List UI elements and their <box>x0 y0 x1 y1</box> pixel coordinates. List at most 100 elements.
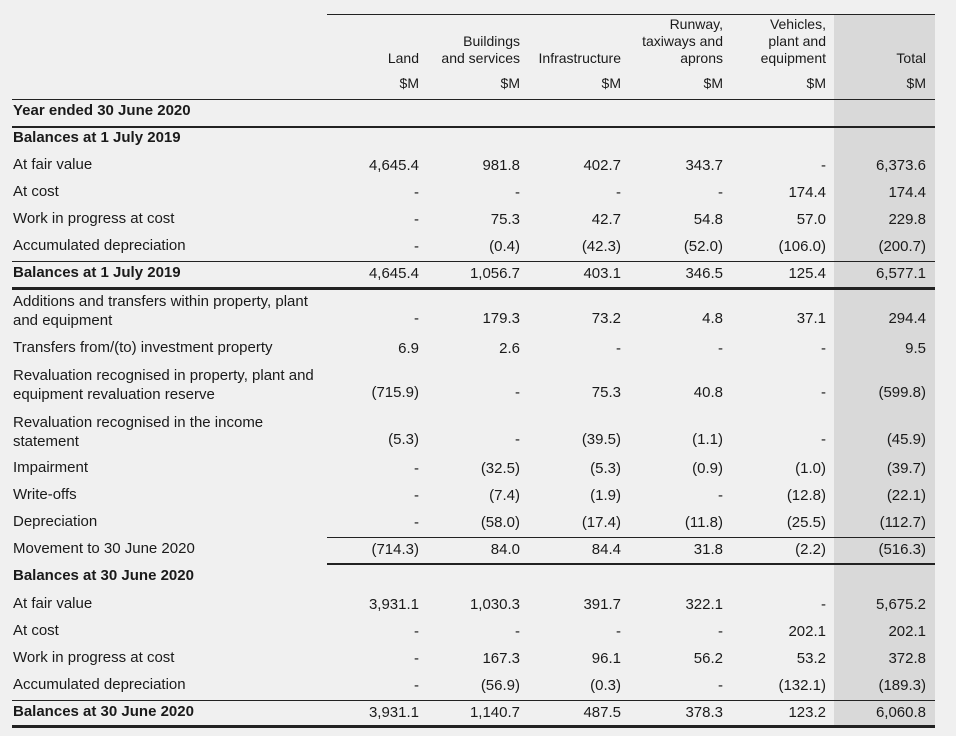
row-label: At cost <box>13 622 59 639</box>
table-cell: - <box>616 340 621 357</box>
row-label: Year ended 30 June 2020 <box>13 102 191 119</box>
table-row: At fair value 3,931.1 1,030.3 391.7 322.1 - 5,… <box>0 594 956 614</box>
table-cell: (12.8) <box>786 487 826 504</box>
row-label: Balances at 1 July 2019 <box>13 264 181 281</box>
table-row: Revaluation recognised in property, plan… <box>0 366 956 403</box>
table-cell: 73.2 <box>591 310 621 327</box>
table-cell: 57.0 <box>796 211 826 228</box>
table-cell: 6,577.1 <box>875 265 926 282</box>
table-cell: (39.5) <box>581 431 621 448</box>
table-cell: (11.8) <box>684 514 723 531</box>
row-label: At fair value <box>13 156 93 173</box>
table-cell: 4,645.4 <box>368 265 419 282</box>
row-label: Work in progress at cost <box>13 210 175 227</box>
rule-line <box>12 99 935 100</box>
table-row: Work in progress at cost - 75.3 42.7 54.8 57.… <box>0 209 956 229</box>
table-cell: 40.8 <box>693 384 723 401</box>
column-unit: $M <box>806 75 826 91</box>
table-cell: (516.3) <box>878 541 926 558</box>
table-cell: 84.4 <box>591 541 621 558</box>
rule-line <box>12 126 935 128</box>
table-cell: - <box>414 184 419 201</box>
rule-line <box>327 563 935 565</box>
table-cell: (52.0) <box>683 238 723 255</box>
table-cell: (32.5) <box>480 460 520 477</box>
table-row: Write-offs - (7.4) (1.9) - (12.8) (22.1) <box>0 485 956 505</box>
table-cell: (17.4) <box>581 514 621 531</box>
column-unit: $M <box>601 75 621 91</box>
column-header: Land <box>387 50 419 66</box>
table-cell: (106.0) <box>778 238 826 255</box>
table-cell: - <box>616 184 621 201</box>
table-cell: 167.3 <box>482 650 520 667</box>
table-cell: - <box>718 487 723 504</box>
table-cell: (132.1) <box>778 677 826 694</box>
table-cell: (5.3) <box>590 460 621 477</box>
table-cell: 2.6 <box>499 340 520 357</box>
table-cell: (1.1) <box>692 431 723 448</box>
table-cell: 6.9 <box>398 340 419 357</box>
row-label: At cost <box>13 183 59 200</box>
table-cell: - <box>414 487 419 504</box>
table-cell: 179.3 <box>482 310 520 327</box>
table-cell: 125.4 <box>788 265 826 282</box>
rule-line <box>12 261 935 262</box>
table-cell: 202.1 <box>788 623 826 640</box>
table-cell: - <box>821 596 826 613</box>
table-cell: 53.2 <box>796 650 826 667</box>
table-cell: 9.5 <box>905 340 926 357</box>
table-cell: 1,056.7 <box>469 265 520 282</box>
row-label: Revaluation recognised in property, plan… <box>13 367 314 403</box>
column-header: Buildings and services <box>441 33 520 66</box>
table-cell: 75.3 <box>490 211 520 228</box>
table-cell: - <box>414 514 419 531</box>
table-cell: (22.1) <box>886 487 926 504</box>
row-label: Transfers from/(to) investment property <box>13 339 273 356</box>
row-label: Balances at 30 June 2020 <box>13 567 194 584</box>
table-row: Impairment - (32.5) (5.3) (0.9) (1.0) (39.7) <box>0 458 956 478</box>
table-cell: - <box>414 677 419 694</box>
column-header: Total <box>896 50 926 66</box>
table-cell: - <box>515 623 520 640</box>
table-cell: - <box>718 184 723 201</box>
table-cell: 346.5 <box>685 265 723 282</box>
table-cell: 84.0 <box>490 541 520 558</box>
table-cell: 4.8 <box>702 310 723 327</box>
column-header: Vehicles, plant and equipment <box>760 16 826 66</box>
table-cell: - <box>414 238 419 255</box>
table-cell: 96.1 <box>591 650 621 667</box>
table-cell: (56.9) <box>480 677 520 694</box>
table-row: Transfers from/(to) investment property 6… <box>0 338 956 358</box>
table-cell: (1.0) <box>795 460 826 477</box>
table-row: Balances at 1 July 2019 <box>0 128 956 148</box>
table-row: Balances at 30 June 2020 <box>0 566 956 586</box>
table-cell: 372.8 <box>888 650 926 667</box>
column-unit: $M <box>399 75 419 91</box>
table-cell: - <box>616 623 621 640</box>
table-cell: (5.3) <box>388 431 419 448</box>
column-unit: $M <box>703 75 723 91</box>
column-unit: $M <box>500 75 520 91</box>
row-label: Work in progress at cost <box>13 649 175 666</box>
row-label: At fair value <box>13 595 93 612</box>
table-cell: 322.1 <box>685 596 723 613</box>
rule-line <box>12 700 935 701</box>
rule-line <box>12 725 935 728</box>
table-cell: (58.0) <box>480 514 520 531</box>
table-cell: 343.7 <box>685 157 723 174</box>
table-cell: 4,645.4 <box>368 157 419 174</box>
table-cell: - <box>515 184 520 201</box>
table-cell: 202.1 <box>888 623 926 640</box>
table-cell: (2.2) <box>795 541 826 558</box>
table-cell: 31.8 <box>693 541 723 558</box>
table-cell: (112.7) <box>879 514 926 531</box>
table-cell: (39.7) <box>886 460 926 477</box>
table-cell: 378.3 <box>685 704 723 721</box>
table-row: Year ended 30 June 2020 <box>0 101 956 121</box>
table-cell: (189.3) <box>878 677 926 694</box>
table-cell: (42.3) <box>581 238 621 255</box>
table-cell: 56.2 <box>693 650 723 667</box>
table-cell: (25.5) <box>786 514 826 531</box>
table-cell: 3,931.1 <box>368 704 419 721</box>
table-cell: 487.5 <box>583 704 621 721</box>
